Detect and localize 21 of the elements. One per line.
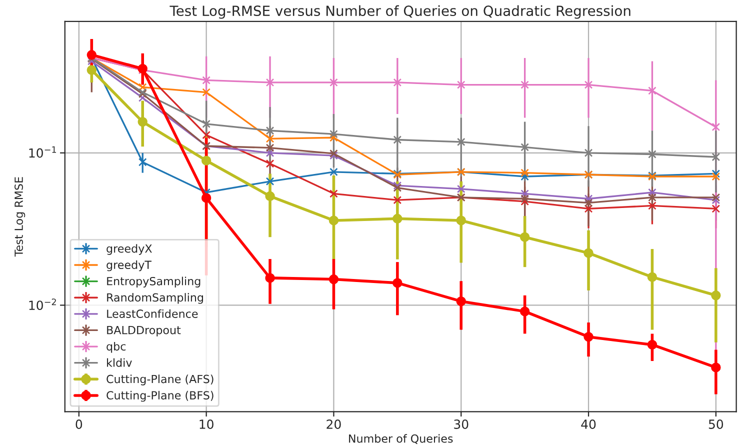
legend-label: kldiv <box>107 358 132 367</box>
x-tick-label: 0 <box>76 420 82 429</box>
legend-label: greedyX <box>106 244 152 255</box>
y-tick-label: 10$^{−2}$ <box>29 298 56 310</box>
legend-label: BALDDropout <box>107 326 181 336</box>
y-axis-title: Test Log RMSE <box>14 177 26 257</box>
x-axis-title: Number of Queries <box>349 434 453 444</box>
y-tick-label: 10$^{−1}$ <box>29 146 56 158</box>
x-tick-label: 30 <box>454 420 468 429</box>
legend-label: Cutting-Plane (BFS) <box>106 390 214 402</box>
x-tick-label: 10 <box>200 420 214 429</box>
legend-label: greedyT <box>106 260 152 272</box>
x-tick-label: 50 <box>708 420 724 429</box>
legend-label: Cutting-Plane (AFS) <box>106 374 214 386</box>
x-tick-label: 20 <box>326 420 341 429</box>
legend-label: LeastConfidence <box>107 309 198 318</box>
legend-label: qbc <box>106 342 126 353</box>
x-tick-label: 40 <box>581 420 596 429</box>
legend-label: EntropySampling <box>107 276 200 288</box>
legend-label: RandomSampling <box>107 293 204 304</box>
chart-title: Test Log-RMSE versus Number of Queries on Quadratic Regression <box>170 5 630 19</box>
